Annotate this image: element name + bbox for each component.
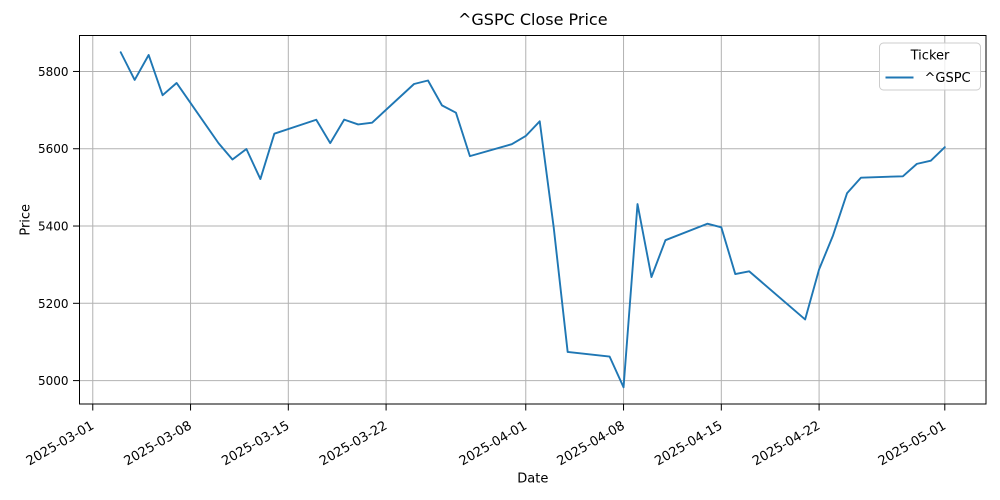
- y-axis-label: Price: [19, 204, 34, 236]
- legend-title: Ticker: [910, 49, 950, 64]
- legend-entry-gspc: ^GSPC: [925, 71, 971, 86]
- x-tick-label: 2025-03-22: [317, 418, 390, 469]
- legend: Ticker ^GSPC: [879, 42, 981, 91]
- x-tick-label: 2025-03-15: [219, 418, 292, 469]
- x-tick-label: 2025-04-08: [555, 418, 628, 469]
- gridlines: [79, 35, 986, 404]
- x-tick-label: 2025-04-15: [652, 418, 725, 469]
- x-tick-label: 2025-04-01: [457, 418, 530, 469]
- price-line-gspc: [119, 51, 946, 389]
- tick-labels: 5000 5200 5400 5600 5800 2025-03-01 2025-03-08…: [24, 65, 949, 469]
- x-tick-label: 2025-03-01: [24, 418, 97, 469]
- x-axis-label: Date: [517, 472, 548, 487]
- chart-title: ^GSPC Close Price: [458, 10, 608, 29]
- y-tick-label: 5600: [38, 142, 69, 156]
- y-tick-label: 5800: [38, 65, 69, 79]
- x-tick-label: 2025-04-22: [750, 418, 823, 469]
- tick-marks: [73, 70, 946, 411]
- y-tick-label: 5200: [38, 297, 69, 311]
- x-tick-label: 2025-05-01: [876, 418, 949, 469]
- y-tick-label: 5000: [38, 374, 69, 388]
- x-tick-label: 2025-03-08: [122, 418, 195, 469]
- plot-border: [79, 35, 987, 405]
- y-tick-label: 5400: [38, 220, 69, 234]
